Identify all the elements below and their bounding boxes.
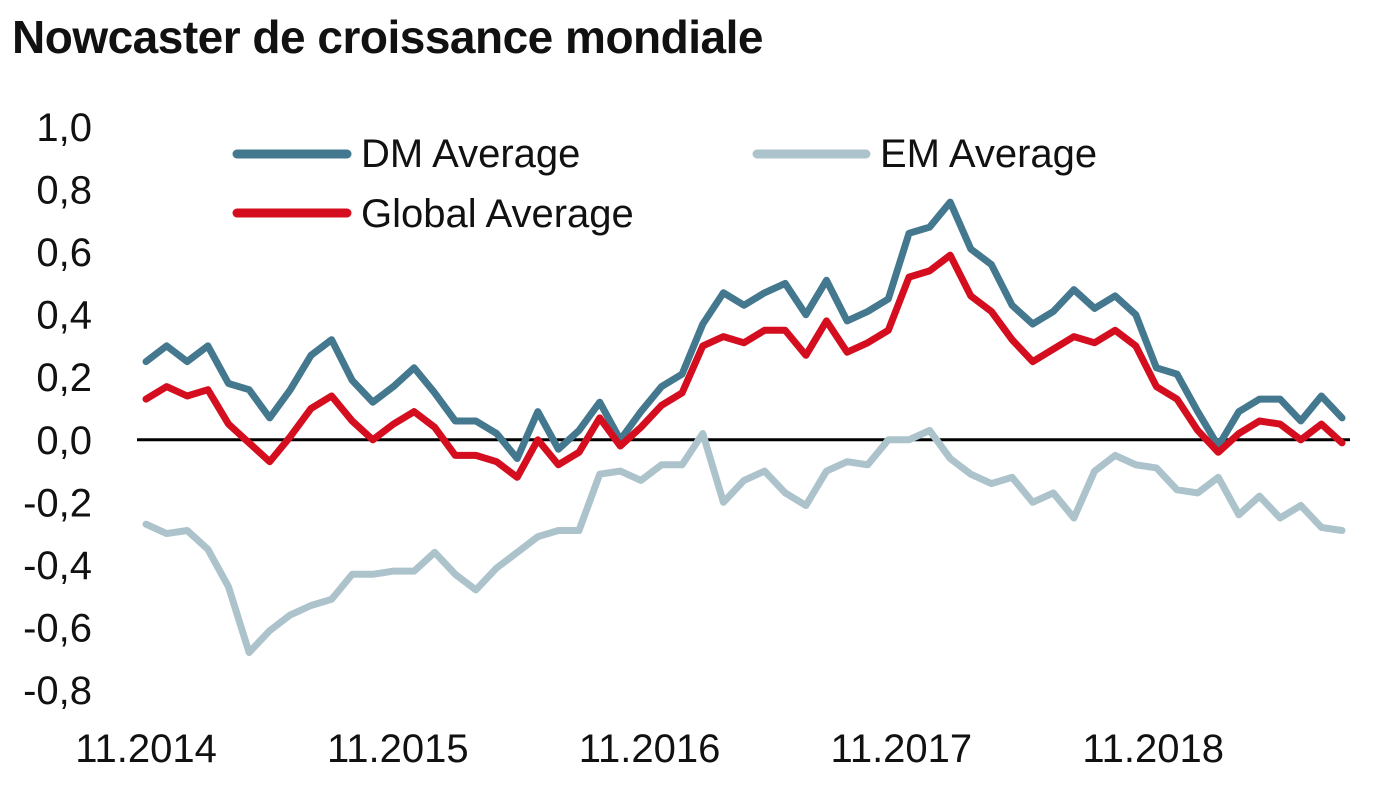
legend-label-dm-average: DM Average [361, 132, 580, 176]
x-axis-ticks: 11.2014 11.2015 11.2016 11.2017 11.2018 [75, 727, 1224, 771]
y-tick-label: 1,0 [36, 106, 92, 150]
x-tick-label: 11.2014 [75, 727, 217, 771]
y-tick-label: -0,4 [23, 544, 92, 588]
y-tick-label: -0,8 [23, 669, 92, 713]
y-tick-label: 0,0 [36, 419, 92, 463]
y-axis-ticks: 1,0 0,8 0,6 0,4 0,2 0,0 -0,2 -0,4 -0,6 -0,8 [23, 106, 92, 713]
y-tick-label: 0,2 [36, 356, 92, 400]
y-tick-label: 0,8 [36, 169, 92, 213]
legend: DM Average EM Average Global Average [232, 132, 1097, 236]
y-tick-label: -0,2 [23, 481, 92, 525]
y-tick-label: 0,6 [36, 231, 92, 275]
series-lines [142, 198, 1346, 656]
x-tick-label: 11.2015 [327, 727, 469, 771]
series-line-em-average [142, 426, 1346, 656]
chart-title: Nowcaster de croissance mondiale [12, 11, 763, 63]
legend-label-global-average: Global Average [361, 192, 634, 236]
x-tick-label: 11.2018 [1082, 727, 1224, 771]
y-tick-label: -0,6 [23, 606, 92, 650]
y-tick-label: 0,4 [36, 294, 92, 338]
x-tick-label: 11.2016 [579, 727, 721, 771]
x-tick-label: 11.2017 [831, 727, 973, 771]
legend-label-em-average: EM Average [880, 132, 1097, 176]
series-line-dm-average [142, 198, 1346, 462]
series-line-global-average [142, 251, 1346, 481]
